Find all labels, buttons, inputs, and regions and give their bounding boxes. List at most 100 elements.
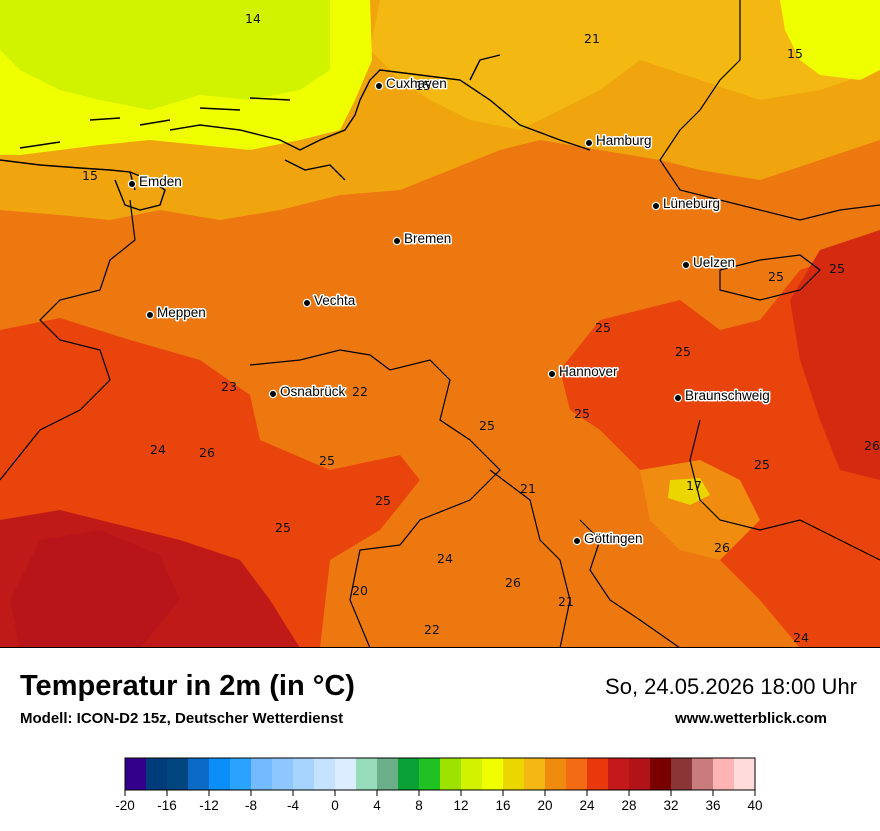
- city-marker: [145, 310, 155, 320]
- legend-swatch: [335, 758, 357, 790]
- border-east: [659, 0, 880, 561]
- legend-swatch: [167, 758, 189, 790]
- border-nrw: [249, 349, 501, 647]
- temperature-value: 22: [424, 622, 440, 637]
- temperature-value: 26: [714, 540, 730, 555]
- legend-tick-label: -20: [115, 798, 135, 813]
- temperature-value: 26: [199, 445, 215, 460]
- temperature-value: 26: [505, 575, 521, 590]
- cool-zone-coast: [370, 0, 880, 130]
- legend-swatch: [734, 758, 756, 790]
- map-footer: Temperatur in 2m (in °C) Modell: ICON-D2…: [0, 648, 880, 830]
- border-thuringia: [579, 519, 680, 647]
- legend-swatch: [398, 758, 420, 790]
- map-canvas: Cuxhaven Hamburg Emden Lüneburg Bremen Uelzen…: [0, 0, 880, 647]
- city-label: Meppen: [157, 305, 206, 320]
- temperature-value: 21: [584, 31, 600, 46]
- city-label: Hamburg: [596, 133, 652, 148]
- legend-swatch: [293, 758, 315, 790]
- temperature-value: 25: [768, 269, 784, 284]
- legend-swatch: [440, 758, 462, 790]
- temperature-value: 25: [479, 418, 495, 433]
- legend-tick-label: 28: [621, 798, 636, 813]
- city-marker: [651, 201, 661, 211]
- north-sea-cool: [0, 0, 330, 110]
- temperature-value: 25: [675, 344, 691, 359]
- legend-tick-label: 12: [453, 798, 468, 813]
- temperature-map: Cuxhaven Hamburg Emden Lüneburg Bremen Uelzen…: [0, 0, 880, 648]
- temperature-value: 25: [375, 493, 391, 508]
- legend-swatch: [503, 758, 525, 790]
- legend-tick-label: -12: [199, 798, 219, 813]
- temperature-value: 26: [864, 438, 880, 453]
- legend-tick-label: -16: [157, 798, 177, 813]
- temperature-value: 15: [82, 168, 98, 183]
- city-label: Vechta: [314, 293, 356, 308]
- temperature-value: 15: [787, 46, 803, 61]
- legend-swatch: [314, 758, 336, 790]
- hot-zone-east: [790, 230, 880, 480]
- legend-swatch: [419, 758, 441, 790]
- legend-tick-label: 4: [373, 798, 381, 813]
- legend-tick-label: 20: [537, 798, 552, 813]
- hot-core-southwest: [10, 530, 180, 647]
- legend-swatch: [125, 758, 147, 790]
- temperature-value: 25: [319, 453, 335, 468]
- city-marker: [302, 298, 312, 308]
- legend-swatch: [272, 758, 294, 790]
- temperature-value: 24: [150, 442, 166, 457]
- legend-tick-label: 16: [495, 798, 510, 813]
- temperature-value: 22: [352, 384, 368, 399]
- legend-swatch: [587, 758, 609, 790]
- legend-tick-label: 40: [747, 798, 762, 813]
- legend-swatch: [692, 758, 714, 790]
- legend-swatches: [125, 758, 756, 790]
- legend-swatch: [671, 758, 693, 790]
- legend-swatch: [251, 758, 273, 790]
- forecast-datetime: So, 24.05.2026 18:00 Uhr: [605, 674, 857, 699]
- baltic-sea: [780, 0, 880, 80]
- temperature-value: 21: [520, 481, 536, 496]
- legend-tick-label: 0: [331, 798, 339, 813]
- city-label: Osnabrück: [280, 384, 346, 399]
- legend-swatch: [608, 758, 630, 790]
- legend-tick-label: 24: [579, 798, 595, 813]
- city-label: Hannover: [559, 364, 618, 379]
- legend-swatch: [188, 758, 210, 790]
- legend-swatch: [209, 758, 231, 790]
- temperature-value: 25: [275, 520, 291, 535]
- legend-swatch: [482, 758, 504, 790]
- legend-canvas: -20 -16 -12 -8 -4 0 4 8 12 16 20 24 28 32 36 40: [115, 757, 763, 813]
- legend-frame: [124, 757, 756, 791]
- legend-swatch: [377, 758, 399, 790]
- legend-swatch: [629, 758, 651, 790]
- temperature-value: 20: [352, 583, 368, 598]
- legend-swatch: [566, 758, 588, 790]
- map-title: Temperatur in 2m (in °C): [20, 670, 355, 702]
- city-markers: Cuxhaven Hamburg Emden Lüneburg Bremen Uelzen…: [127, 75, 771, 548]
- city-label: Emden: [139, 174, 182, 189]
- frisian-islands: [19, 97, 291, 149]
- website-link[interactable]: www.wetterblick.com: [675, 710, 827, 727]
- city-label: Braunschweig: [685, 388, 770, 403]
- temperature-value: 25: [754, 457, 770, 472]
- legend-swatch: [356, 758, 378, 790]
- legend-tick-label: 36: [705, 798, 720, 813]
- legend-tick-label: -4: [287, 798, 299, 813]
- temperature-value: 25: [829, 261, 845, 276]
- temperature-value: 23: [221, 379, 237, 394]
- legend-tick-label: -8: [245, 798, 257, 813]
- legend-tick-label: 8: [415, 798, 423, 813]
- legend-swatch: [461, 758, 483, 790]
- temperature-value: 14: [245, 11, 261, 26]
- color-legend: -20 -16 -12 -8 -4 0 4 8 12 16 20 24 28 32 36 40: [0, 756, 880, 826]
- temperature-value: 24: [437, 551, 453, 566]
- city-marker: [681, 260, 691, 270]
- city-label: Göttingen: [584, 531, 643, 546]
- legend-swatch: [713, 758, 735, 790]
- temperature-value: 24: [793, 630, 809, 645]
- temperature-value: 21: [558, 594, 574, 609]
- legend-ticks: -20 -16 -12 -8 -4 0 4 8 12 16 20 24 28 32 36 40: [115, 790, 763, 813]
- legend-tick-label: 32: [663, 798, 678, 813]
- border-netherlands: [0, 199, 136, 481]
